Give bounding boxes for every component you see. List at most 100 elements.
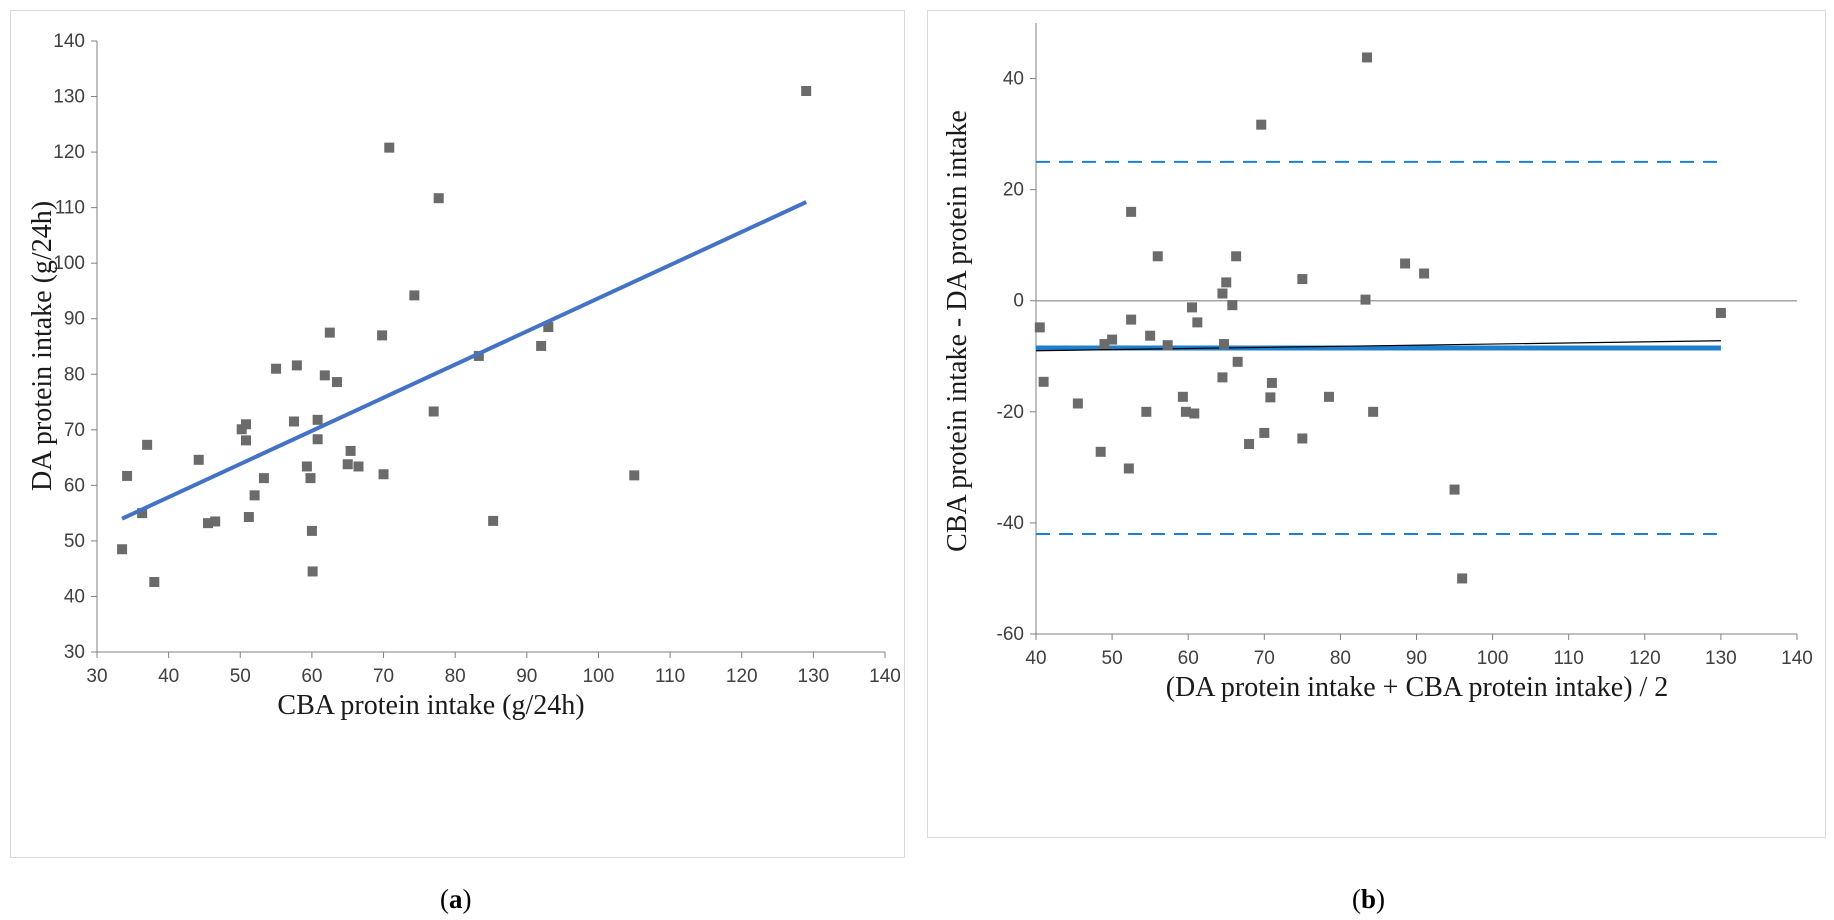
- data-point: [1192, 317, 1203, 328]
- data-point: [543, 322, 554, 333]
- data-point: [307, 566, 318, 577]
- y-tick-label: 50: [64, 531, 85, 552]
- y-tick-label: 30: [64, 642, 85, 663]
- x-tick-label: 70: [373, 666, 394, 687]
- scatter-plot-a: 30 40 50 60 70 80 90 100 110 120 130 140 30 40 50 60 70 8…: [27, 31, 901, 721]
- data-point: [488, 515, 499, 526]
- data-point: [536, 340, 547, 351]
- y-tick-label: 120: [53, 142, 85, 163]
- x-tick-label: 140: [1781, 648, 1813, 669]
- data-point: [243, 512, 254, 523]
- x-tick-label: 50: [1102, 648, 1123, 669]
- data-point: [378, 469, 389, 480]
- x-tick-label: 30: [86, 666, 107, 687]
- data-point: [301, 461, 312, 472]
- x-tick-label: 120: [726, 666, 758, 687]
- x-tick-label: 70: [1254, 648, 1275, 669]
- x-tick-label: 110: [655, 666, 685, 687]
- x-tick-label: 140: [869, 666, 901, 687]
- data-point: [258, 473, 269, 484]
- data-point: [1256, 119, 1267, 130]
- data-point: [1221, 277, 1232, 288]
- y-tick-label: 130: [53, 87, 85, 108]
- x-tick-label: 120: [1629, 648, 1661, 669]
- data-point: [241, 419, 252, 430]
- data-point: [324, 327, 335, 338]
- data-point: [1400, 258, 1411, 269]
- y-tick-label: 100: [53, 253, 85, 274]
- y-tick-label: 80: [64, 364, 85, 385]
- chart-panel-b: -60 -40 -20 0 20 40 40 50 60 70 80 90 100 110 120 130 14…: [927, 10, 1826, 838]
- data-point: [1323, 391, 1334, 402]
- y-tick-label: 40: [64, 586, 85, 607]
- data-point: [342, 459, 353, 470]
- data-point: [331, 377, 342, 388]
- x-tick-label: 130: [798, 666, 830, 687]
- data-point: [1362, 52, 1373, 63]
- x-tick-label: 40: [1025, 648, 1046, 669]
- y-tick-label: 0: [1013, 291, 1024, 312]
- x-tick-label: 40: [158, 666, 179, 687]
- x-tick-label: 100: [1477, 648, 1509, 669]
- data-point: [1099, 339, 1110, 350]
- data-point: [193, 454, 204, 465]
- data-point: [306, 525, 317, 536]
- data-point: [241, 435, 252, 446]
- y-tick-label: -40: [997, 513, 1024, 534]
- data-point: [1218, 339, 1229, 350]
- data-point: [137, 508, 148, 519]
- data-point: [1038, 376, 1049, 387]
- data-point: [1360, 294, 1371, 305]
- trend-line: [1035, 340, 1721, 352]
- x-tick-label: 110: [1554, 648, 1584, 669]
- data-point: [1297, 274, 1308, 285]
- x-tick-label: 50: [230, 666, 251, 687]
- data-point: [305, 473, 316, 484]
- data-point: [1231, 251, 1242, 262]
- data-point: [433, 193, 444, 204]
- y-tick-label: 90: [64, 309, 85, 330]
- chart-panel-a: 30 40 50 60 70 80 90 100 110 120 130 140 30 40 50 60 70 8…: [10, 10, 905, 858]
- data-point: [249, 490, 260, 501]
- y-tick-label: 110: [55, 198, 85, 219]
- data-point: [1232, 356, 1243, 367]
- data-point: [1141, 406, 1152, 417]
- data-point: [1126, 206, 1137, 217]
- data-point: [122, 470, 133, 481]
- y-tick-label: 70: [64, 420, 85, 441]
- data-point: [629, 470, 640, 481]
- data-point: [428, 406, 439, 417]
- y-axis-title: CBA protein intake - DA protein intake: [942, 110, 973, 552]
- data-point: [1123, 463, 1134, 474]
- y-tick-label: -60: [997, 624, 1024, 645]
- caption-a: (a): [440, 884, 472, 914]
- bland-altman-plot-b: -60 -40 -20 0 20 40 40 50 60 70 80 90 100 110 120 130 14…: [942, 23, 1813, 703]
- y-tick-label: 60: [64, 475, 85, 496]
- data-point: [473, 350, 484, 361]
- data-point: [1227, 300, 1238, 311]
- regression-line: [121, 200, 808, 521]
- data-point: [1177, 391, 1188, 402]
- data-point: [203, 518, 214, 529]
- x-tick-label: 60: [1178, 648, 1199, 669]
- x-tick-label: 100: [583, 666, 615, 687]
- data-point: [142, 439, 153, 450]
- x-tick-label: 60: [301, 666, 322, 687]
- data-point: [377, 330, 388, 341]
- data-point: [1715, 307, 1726, 318]
- data-point: [210, 516, 221, 527]
- data-point: [1419, 268, 1430, 279]
- caption-b: (b): [1352, 884, 1386, 914]
- data-point: [1126, 314, 1137, 325]
- data-point: [1217, 372, 1228, 383]
- x-tick-label: 80: [445, 666, 466, 687]
- data-point: [149, 577, 160, 588]
- y-axis-title: DA protein intake (g/24h): [27, 201, 58, 491]
- data-point: [345, 445, 356, 456]
- data-point: [1244, 439, 1255, 450]
- data-point: [1449, 484, 1460, 495]
- data-point: [1145, 330, 1156, 341]
- data-point: [1368, 406, 1379, 417]
- x-tick-label: 90: [1406, 648, 1427, 669]
- y-tick-label: 40: [1003, 69, 1024, 90]
